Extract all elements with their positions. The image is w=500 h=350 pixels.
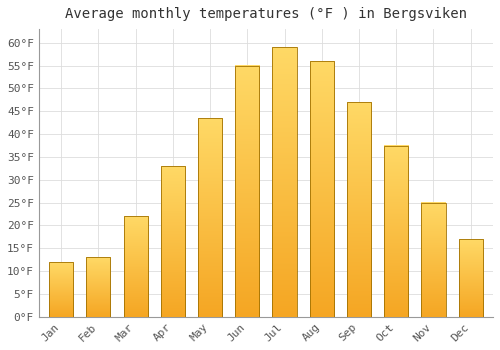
Bar — [86, 258, 110, 317]
Bar — [384, 146, 408, 317]
Bar — [124, 216, 148, 317]
Bar — [235, 65, 260, 317]
Bar — [272, 47, 296, 317]
Bar — [310, 61, 334, 317]
Bar — [160, 166, 185, 317]
Bar — [422, 203, 446, 317]
Bar — [347, 102, 371, 317]
Bar — [198, 118, 222, 317]
Bar — [49, 262, 73, 317]
Bar — [458, 239, 483, 317]
Title: Average monthly temperatures (°F ) in Bergsviken: Average monthly temperatures (°F ) in Be… — [65, 7, 467, 21]
